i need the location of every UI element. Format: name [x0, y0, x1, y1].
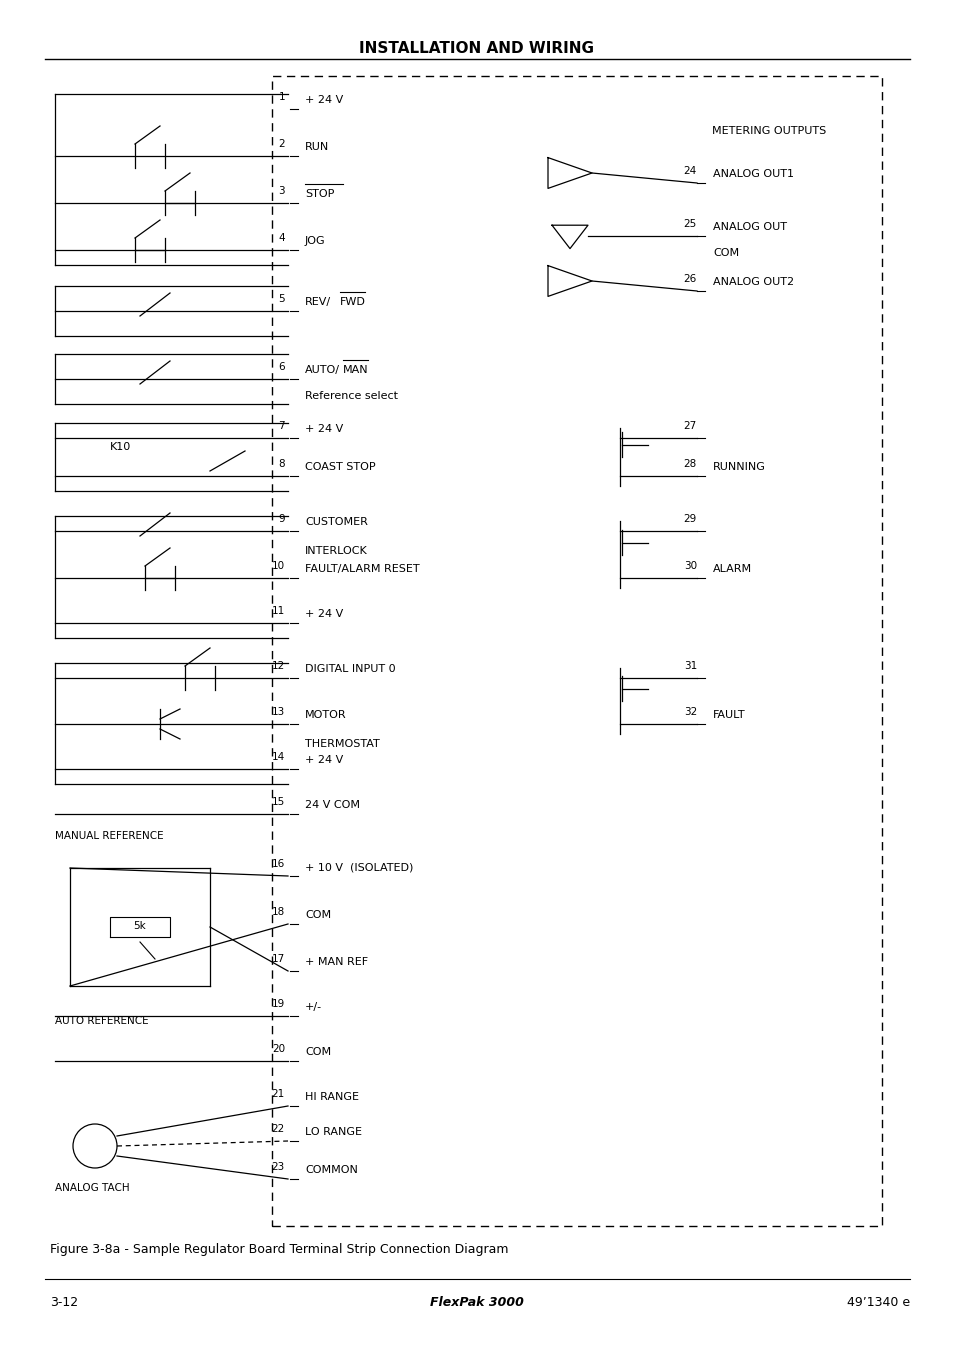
Text: AUTO REFERENCE: AUTO REFERENCE	[55, 1016, 149, 1025]
Text: MAN: MAN	[343, 365, 368, 376]
Text: 5: 5	[278, 295, 285, 304]
Text: 13: 13	[272, 707, 285, 717]
Text: Figure 3-8a - Sample Regulator Board Terminal Strip Connection Diagram: Figure 3-8a - Sample Regulator Board Ter…	[50, 1243, 508, 1256]
Text: MANUAL REFERENCE: MANUAL REFERENCE	[55, 831, 164, 842]
Text: + 24 V: + 24 V	[305, 424, 343, 434]
Text: 20: 20	[272, 1044, 285, 1054]
Text: FWD: FWD	[339, 297, 366, 307]
Text: MOTOR: MOTOR	[305, 711, 346, 720]
Text: 25: 25	[683, 219, 697, 230]
Text: 27: 27	[683, 422, 697, 431]
Text: 16: 16	[272, 859, 285, 869]
Text: ANALOG OUT1: ANALOG OUT1	[712, 169, 793, 178]
Text: 30: 30	[683, 561, 697, 571]
Text: JOG: JOG	[305, 236, 325, 246]
Text: COM: COM	[712, 249, 739, 258]
Text: FAULT/ALARM RESET: FAULT/ALARM RESET	[305, 563, 419, 574]
Text: + MAN REF: + MAN REF	[305, 957, 368, 967]
Text: CUSTOMER: CUSTOMER	[305, 517, 368, 527]
Text: 9: 9	[278, 513, 285, 524]
Text: 49’1340 e: 49’1340 e	[846, 1296, 909, 1309]
Text: THERMOSTAT: THERMOSTAT	[305, 739, 379, 748]
Text: AUTO/: AUTO/	[305, 365, 339, 376]
Text: 2: 2	[278, 139, 285, 149]
Text: 11: 11	[272, 607, 285, 616]
Text: ANALOG OUT: ANALOG OUT	[712, 222, 786, 232]
Text: 28: 28	[683, 459, 697, 469]
Text: STOP: STOP	[305, 189, 334, 199]
Text: 18: 18	[272, 907, 285, 917]
Text: 14: 14	[272, 753, 285, 762]
Text: 3: 3	[278, 186, 285, 196]
Text: 5k: 5k	[133, 921, 146, 931]
Text: 26: 26	[683, 274, 697, 284]
Text: COAST STOP: COAST STOP	[305, 462, 375, 471]
Text: DIGITAL INPUT 0: DIGITAL INPUT 0	[305, 663, 395, 674]
Text: 21: 21	[272, 1089, 285, 1098]
Text: 24: 24	[683, 166, 697, 176]
Text: ANALOG TACH: ANALOG TACH	[55, 1183, 130, 1193]
Text: 32: 32	[683, 707, 697, 717]
Text: COMMON: COMMON	[305, 1165, 357, 1175]
Text: 19: 19	[272, 998, 285, 1009]
Text: METERING OUTPUTS: METERING OUTPUTS	[711, 126, 825, 136]
Text: +/-: +/-	[305, 1002, 322, 1012]
Text: FAULT: FAULT	[712, 711, 745, 720]
Text: 29: 29	[683, 513, 697, 524]
Text: INTERLOCK: INTERLOCK	[305, 546, 367, 557]
Text: 15: 15	[272, 797, 285, 807]
Text: HI RANGE: HI RANGE	[305, 1092, 358, 1102]
Text: 3-12: 3-12	[50, 1296, 78, 1309]
Text: + 10 V  (ISOLATED): + 10 V (ISOLATED)	[305, 862, 413, 871]
Text: 12: 12	[272, 661, 285, 671]
Text: FlexPak 3000: FlexPak 3000	[430, 1296, 523, 1309]
Text: 6: 6	[278, 362, 285, 372]
Text: 24 V COM: 24 V COM	[305, 800, 359, 811]
Text: COM: COM	[305, 1047, 331, 1056]
Text: K10: K10	[110, 442, 131, 453]
Text: + 24 V: + 24 V	[305, 609, 343, 619]
Text: 10: 10	[272, 561, 285, 571]
Text: ALARM: ALARM	[712, 563, 751, 574]
Text: 8: 8	[278, 459, 285, 469]
Text: RUNNING: RUNNING	[712, 462, 765, 471]
Text: REV/: REV/	[305, 297, 331, 307]
Text: 31: 31	[683, 661, 697, 671]
Text: + 24 V: + 24 V	[305, 95, 343, 105]
Text: COM: COM	[305, 911, 331, 920]
Text: 1: 1	[278, 92, 285, 101]
Text: 4: 4	[278, 232, 285, 243]
Text: Reference select: Reference select	[305, 390, 397, 401]
Text: ANALOG OUT2: ANALOG OUT2	[712, 277, 793, 286]
Text: INSTALLATION AND WIRING: INSTALLATION AND WIRING	[359, 41, 594, 55]
Text: LO RANGE: LO RANGE	[305, 1127, 361, 1138]
Text: + 24 V: + 24 V	[305, 755, 343, 765]
Text: 17: 17	[272, 954, 285, 965]
Text: RUN: RUN	[305, 142, 329, 153]
Text: 23: 23	[272, 1162, 285, 1173]
Text: 7: 7	[278, 422, 285, 431]
Text: 22: 22	[272, 1124, 285, 1133]
